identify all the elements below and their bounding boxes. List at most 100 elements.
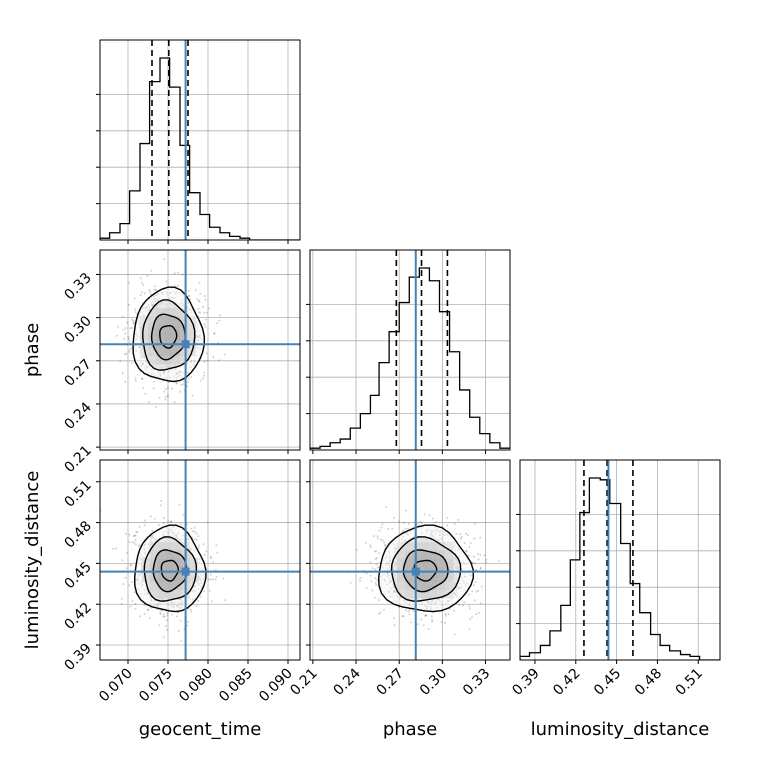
axes-frame	[99, 39, 301, 241]
sample-point	[479, 536, 482, 539]
sample-point	[428, 514, 431, 517]
sample-point	[205, 550, 208, 553]
sample-point	[206, 359, 209, 362]
x-tick-label: 0.24	[331, 665, 364, 698]
y-tick-label: 0.45	[61, 559, 94, 592]
sample-point	[471, 561, 474, 564]
sample-point	[196, 298, 199, 301]
sample-point	[207, 307, 210, 310]
x-tick-label: 0.33	[460, 666, 493, 699]
sample-point	[468, 546, 471, 548]
sample-point	[180, 523, 182, 526]
sample-point	[122, 583, 125, 586]
sample-point	[370, 580, 373, 583]
axes-frame	[519, 459, 721, 661]
sample-point	[119, 360, 122, 363]
sample-point	[199, 595, 202, 598]
sample-point	[474, 562, 477, 565]
sample-point	[485, 558, 488, 561]
sample-point	[179, 619, 182, 622]
sample-point	[213, 332, 216, 335]
sample-point	[134, 377, 137, 380]
sample-point	[144, 524, 146, 527]
sample-point	[424, 614, 427, 617]
sample-point	[197, 547, 200, 550]
sample-point	[453, 522, 456, 525]
sample-point	[412, 610, 415, 613]
sample-point	[402, 615, 405, 617]
sample-point	[148, 289, 151, 291]
sample-point	[132, 319, 135, 322]
contour-2	[150, 313, 186, 361]
sample-point	[469, 542, 472, 544]
axes-frame	[309, 459, 511, 661]
sample-point	[124, 353, 127, 356]
sample-point	[369, 574, 372, 577]
sample-point	[177, 630, 180, 632]
sample-point	[224, 599, 227, 602]
y-tick-label: 0.48	[61, 518, 94, 551]
sample-point	[422, 624, 425, 627]
sample-point	[405, 609, 407, 612]
sample-point	[479, 568, 482, 570]
sample-point	[127, 336, 130, 338]
sample-point	[374, 568, 377, 571]
sample-point	[182, 380, 185, 383]
sample-point	[133, 591, 136, 594]
sample-point	[457, 519, 460, 521]
sample-point	[141, 377, 144, 380]
sample-point	[465, 532, 468, 535]
sample-point	[128, 348, 131, 351]
sample-point	[203, 553, 206, 556]
sample-point	[205, 311, 208, 314]
sample-point	[210, 555, 212, 558]
sample-point	[216, 322, 219, 325]
sample-point	[181, 273, 184, 276]
sample-point	[162, 517, 165, 519]
sample-point	[170, 520, 172, 523]
sample-point	[471, 590, 474, 593]
sample-point	[180, 383, 183, 386]
sample-point	[199, 379, 202, 382]
sample-point	[167, 395, 169, 398]
sample-point	[192, 530, 194, 533]
sample-point	[162, 522, 165, 525]
sample-point	[378, 599, 380, 602]
sample-point	[446, 516, 449, 519]
sample-point	[223, 353, 226, 356]
hist-panel-geocent_time	[96, 39, 301, 241]
sample-point	[421, 522, 423, 525]
sample-point	[218, 319, 221, 322]
histogram-geocent_time	[100, 57, 300, 240]
sample-point	[203, 311, 206, 314]
sample-point	[349, 581, 352, 584]
sample-point	[153, 285, 156, 288]
sample-point	[173, 272, 176, 275]
sample-point	[163, 390, 166, 393]
sample-point	[126, 321, 129, 324]
sample-point	[188, 294, 191, 297]
sample-point	[128, 340, 131, 343]
sample-point	[178, 503, 181, 506]
sample-point	[125, 567, 128, 570]
x-axis-label-phase: phase	[383, 719, 437, 740]
sample-point	[427, 628, 430, 631]
y-tick-label: 0.21	[61, 443, 94, 476]
sample-point	[159, 504, 162, 507]
sample-point	[191, 394, 194, 397]
sample-point	[431, 619, 434, 621]
sample-point	[131, 541, 134, 544]
sample-point	[186, 385, 189, 388]
sample-point	[463, 542, 466, 545]
sample-point	[376, 578, 379, 581]
sample-point	[133, 297, 136, 300]
sample-point	[146, 274, 149, 277]
sample-point	[477, 553, 480, 556]
sample-point	[130, 362, 133, 364]
sample-point	[375, 550, 377, 553]
sample-point	[126, 551, 129, 554]
sample-point	[135, 531, 138, 534]
sample-point	[143, 519, 146, 522]
hist-panel-phase	[306, 249, 511, 451]
